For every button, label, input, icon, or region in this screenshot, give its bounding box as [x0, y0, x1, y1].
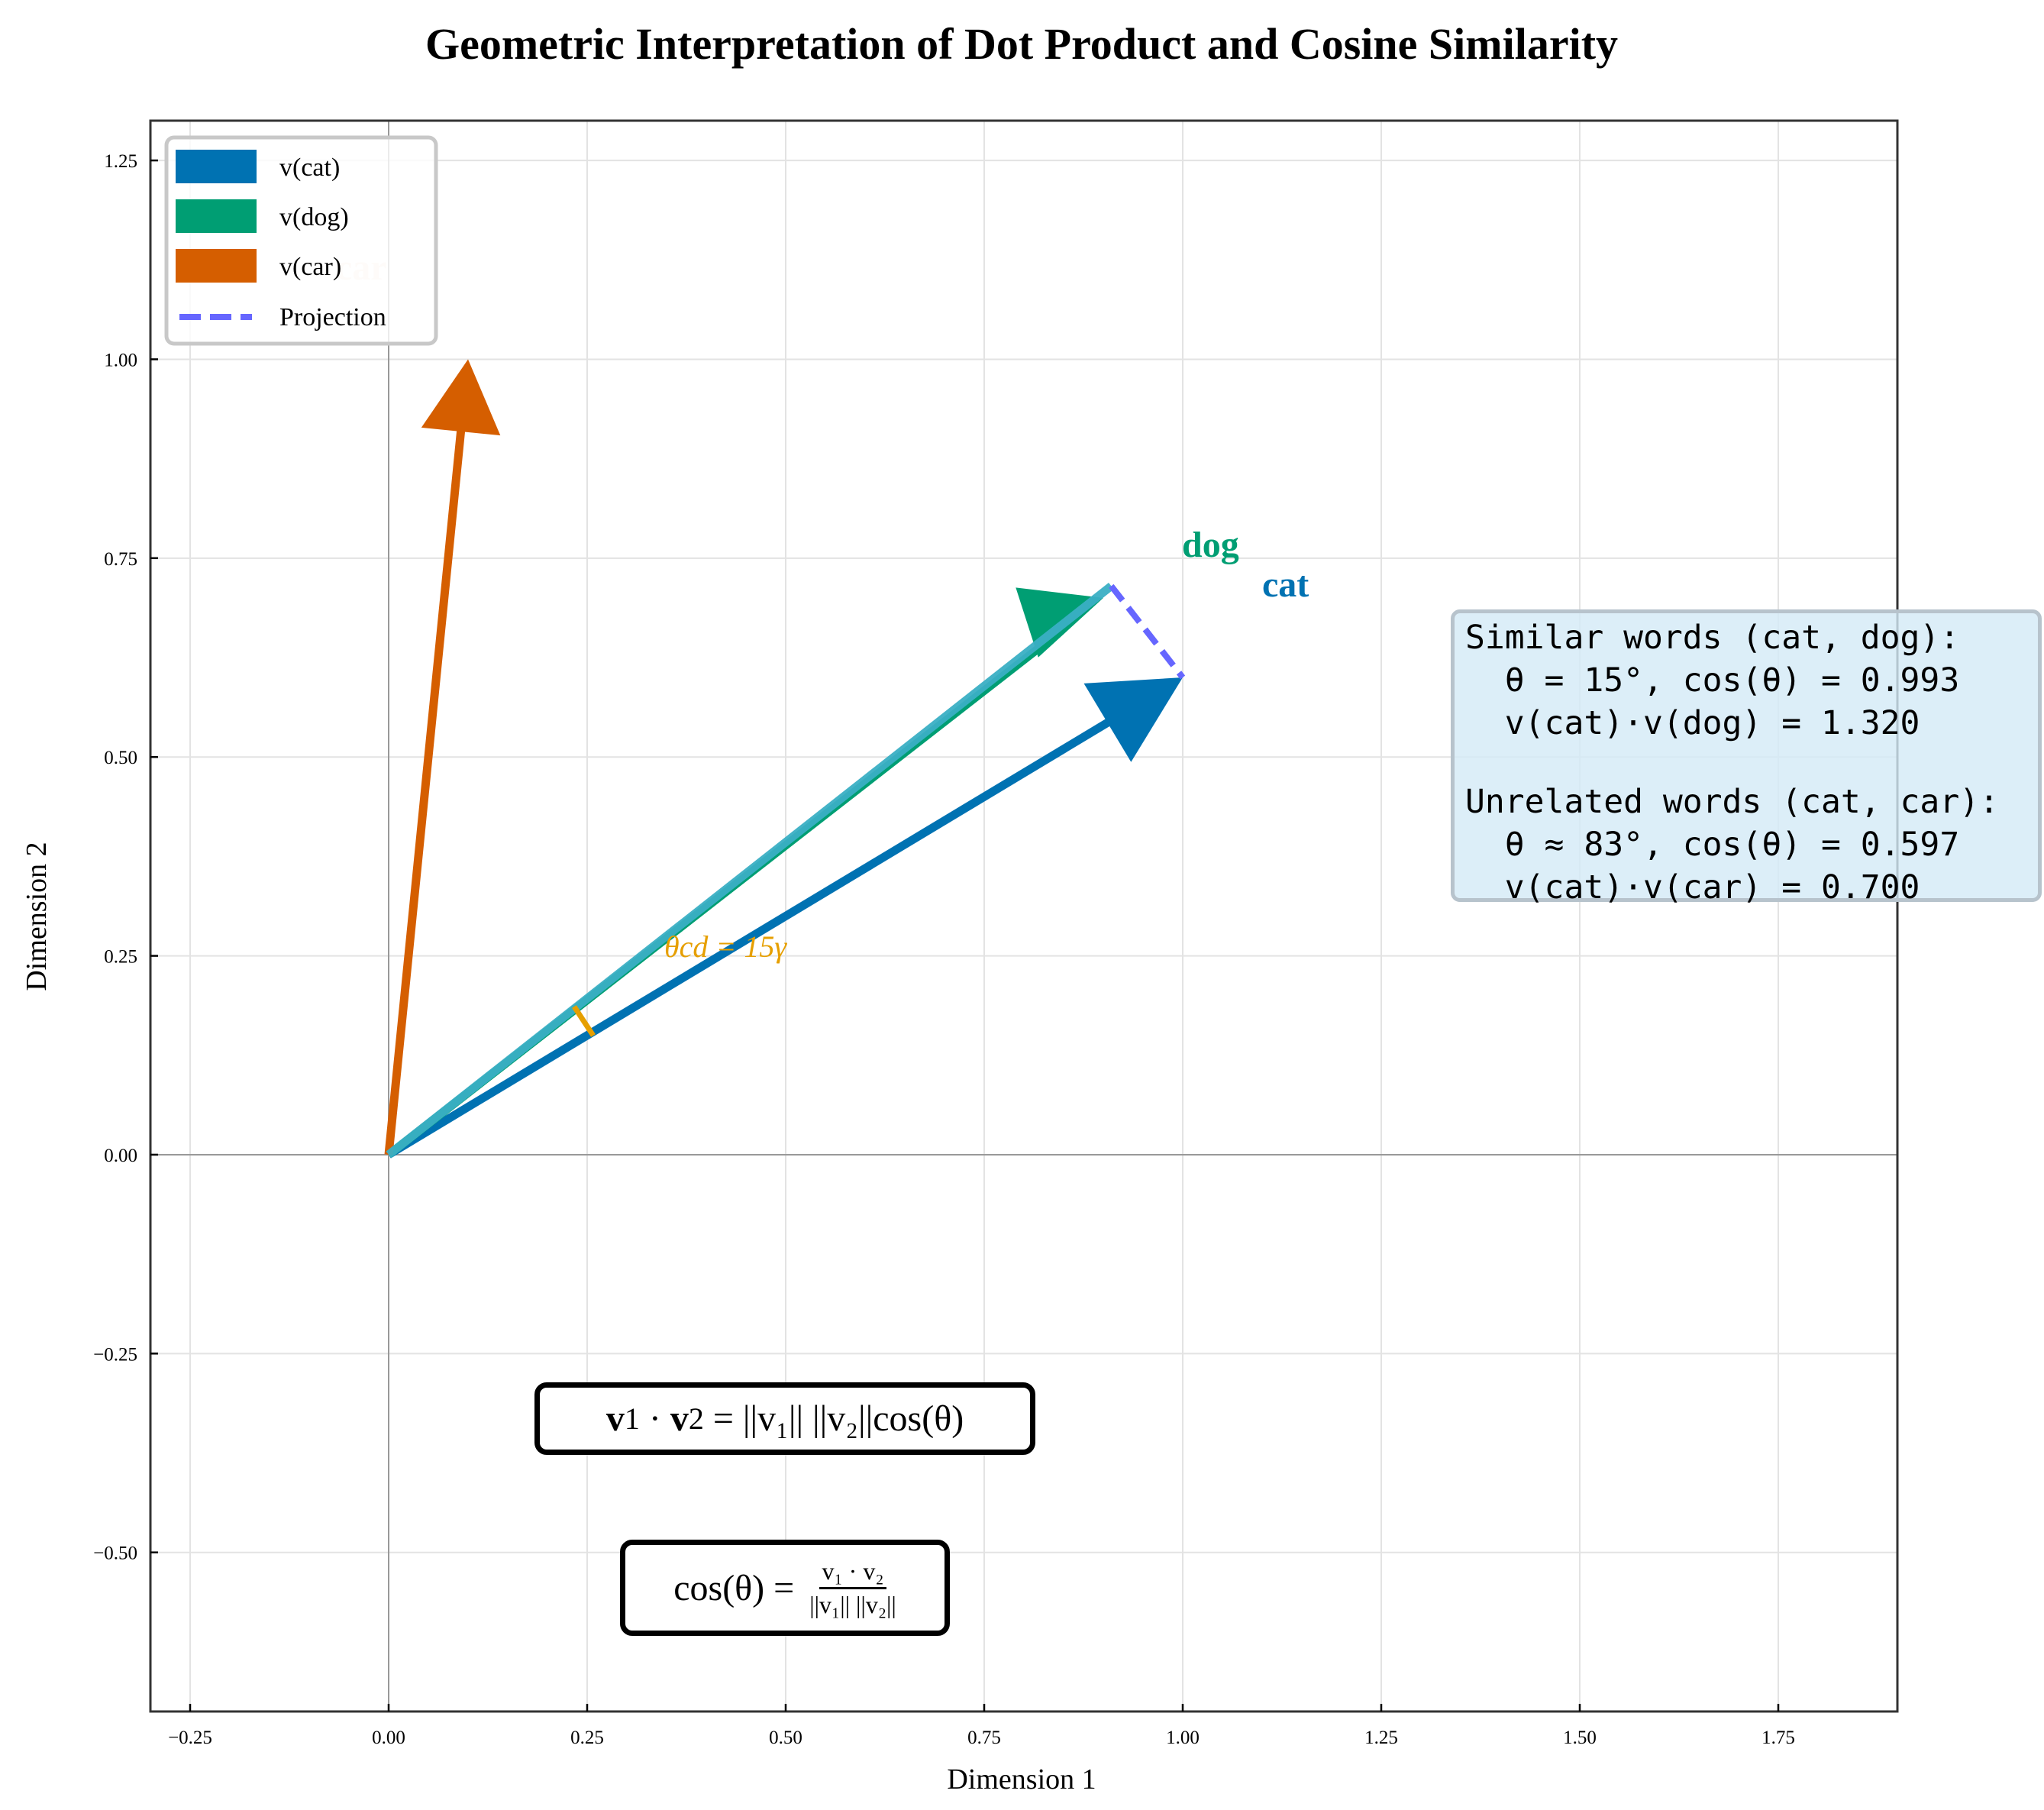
y-tick-label: 0.75 [104, 549, 137, 570]
y-tick-label: 0.00 [104, 1146, 137, 1166]
cosine-denominator: ||v₁|| ||v₂|| [809, 1590, 896, 1618]
y-tick-label: 1.00 [104, 350, 137, 370]
vector-shaft-cat [386, 705, 1132, 1159]
similarity-info-box: Similar words (cat, dog): θ = 15°, cos(θ… [1451, 609, 2042, 907]
info-line: Similar words (cat, dog): [1465, 619, 1960, 657]
legend-label-cat: v(cat) [279, 154, 340, 182]
formula-sub2: 2 [688, 1401, 704, 1436]
formula-v1: v [605, 1398, 625, 1439]
vectors [384, 359, 1186, 1159]
legend: v(cat) v(dog) v(car) Projection [164, 135, 438, 346]
ticks: −0.25 0.00 0.25 0.50 0.75 1.00 1.25 1.50 1.75 −0.… [93, 151, 1795, 1748]
x-tick-label: 0.50 [769, 1728, 802, 1748]
legend-frame [164, 135, 438, 346]
info-spacer [1465, 745, 2038, 781]
chart-title: Geometric Interpretation of Dot Product … [425, 19, 1618, 69]
y-axis-label: Dimension 2 [21, 842, 53, 991]
legend-label-dog: v(dog) [279, 203, 349, 231]
info-line: v(cat)·v(dog) = 1.320 [1465, 704, 1920, 742]
legend-swatch-dog [176, 199, 257, 233]
y-tick-label: 0.25 [104, 947, 137, 968]
x-tick-label: −0.25 [168, 1728, 212, 1748]
cosine-fraction: v₁ · v₂ ||v₁|| ||v₂|| [809, 1557, 896, 1619]
legend-label-projection: Projection [279, 303, 386, 331]
x-tick-label: 1.00 [1166, 1728, 1200, 1748]
projection-line [1109, 583, 1186, 680]
dog-direction-line [386, 582, 1114, 1159]
x-axis-label: Dimension 1 [947, 1763, 1096, 1795]
formula-dot: · [639, 1398, 670, 1439]
angle-arc [572, 1005, 596, 1037]
info-line: Unrelated words (cat, car): [1465, 783, 1999, 821]
vector-arrowhead-cat [1083, 677, 1183, 762]
grid [149, 119, 1899, 1713]
info-line: v(cat)·v(car) = 0.700 [1465, 868, 1920, 907]
y-tick-label: −0.50 [93, 1543, 137, 1564]
y-tick-label: 1.25 [104, 151, 137, 172]
x-tick-label: 1.25 [1364, 1728, 1398, 1748]
plot-frame [149, 119, 1899, 1713]
x-tick-label: 0.25 [570, 1728, 604, 1748]
cosine-numerator: v₁ · v₂ [819, 1557, 887, 1589]
cosine-formula: cos(θ) = v₁ · v₂ ||v₁|| ||v₂|| [620, 1540, 950, 1636]
x-tick-label: 1.50 [1563, 1728, 1597, 1748]
y-tick-label: −0.25 [93, 1344, 137, 1365]
info-line: θ = 15°, cos(θ) = 0.993 [1465, 661, 1960, 700]
cosine-lhs: cos(θ) = [673, 1567, 804, 1608]
formula-sub1: 1 [624, 1401, 640, 1436]
legend-swatch-cat [176, 150, 257, 183]
vector-shaft-car [384, 409, 467, 1155]
x-tick-label: 1.75 [1761, 1728, 1795, 1748]
formula-v2: v [670, 1398, 689, 1439]
formula-rhs: = ||v₁|| ||v₂||cos(θ) [703, 1398, 964, 1439]
info-line: θ ≈ 83°, cos(θ) = 0.597 [1465, 826, 1960, 864]
vector-label-dog: dog [1182, 525, 1239, 565]
x-tick-label: 0.75 [967, 1728, 1001, 1748]
angle-annotation: θcd = 15γ [664, 929, 787, 964]
y-tick-label: 0.50 [104, 748, 137, 768]
vector-label-cat: cat [1262, 564, 1309, 605]
legend-label-car: v(car) [279, 253, 341, 281]
legend-swatch-car [176, 249, 257, 283]
vector-arrowhead-car [421, 359, 501, 436]
x-tick-label: 0.00 [372, 1728, 405, 1748]
